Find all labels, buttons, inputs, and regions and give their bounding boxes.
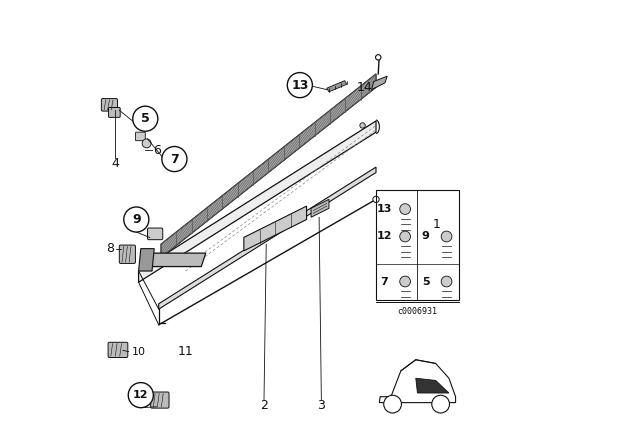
Text: 8: 8 (106, 242, 115, 255)
Text: 3: 3 (317, 399, 325, 412)
Circle shape (400, 204, 410, 215)
Polygon shape (311, 199, 329, 217)
FancyBboxPatch shape (108, 342, 128, 358)
Polygon shape (139, 121, 376, 282)
Text: 9: 9 (132, 213, 141, 226)
Circle shape (142, 139, 151, 148)
Circle shape (441, 276, 452, 287)
Text: c0006931: c0006931 (397, 307, 438, 316)
Polygon shape (416, 378, 449, 393)
Text: 1: 1 (433, 217, 440, 231)
Text: 5: 5 (422, 276, 429, 287)
Polygon shape (327, 81, 347, 92)
Polygon shape (380, 360, 456, 403)
Polygon shape (161, 74, 376, 258)
Text: 12: 12 (133, 390, 148, 400)
FancyBboxPatch shape (119, 245, 136, 263)
Polygon shape (139, 249, 154, 271)
Text: 11: 11 (178, 345, 193, 358)
Text: 13: 13 (376, 204, 392, 214)
Polygon shape (148, 253, 206, 267)
Text: 6: 6 (153, 143, 161, 157)
Circle shape (128, 383, 154, 408)
Polygon shape (159, 167, 376, 309)
Circle shape (162, 146, 187, 172)
FancyBboxPatch shape (148, 228, 163, 240)
FancyBboxPatch shape (101, 99, 118, 111)
Circle shape (432, 395, 449, 413)
Text: 4: 4 (111, 157, 119, 170)
Circle shape (384, 395, 401, 413)
Circle shape (287, 73, 312, 98)
Circle shape (360, 123, 365, 128)
FancyBboxPatch shape (136, 132, 145, 141)
Bar (376, 190, 459, 300)
Polygon shape (244, 206, 307, 251)
FancyBboxPatch shape (109, 108, 120, 117)
Circle shape (400, 231, 410, 242)
Circle shape (400, 276, 410, 287)
Polygon shape (371, 76, 387, 90)
Text: 2: 2 (260, 399, 268, 412)
Text: 9: 9 (422, 232, 429, 241)
Circle shape (124, 207, 149, 232)
Text: 5: 5 (141, 112, 150, 125)
Text: 12: 12 (376, 232, 392, 241)
Text: 7: 7 (170, 152, 179, 166)
Text: 14: 14 (357, 81, 372, 94)
FancyBboxPatch shape (150, 392, 169, 408)
Text: 7: 7 (380, 276, 388, 287)
Circle shape (373, 196, 379, 202)
Text: 10: 10 (132, 347, 145, 357)
Text: 13: 13 (291, 78, 308, 92)
Circle shape (441, 231, 452, 242)
Circle shape (376, 55, 381, 60)
Circle shape (132, 106, 158, 131)
